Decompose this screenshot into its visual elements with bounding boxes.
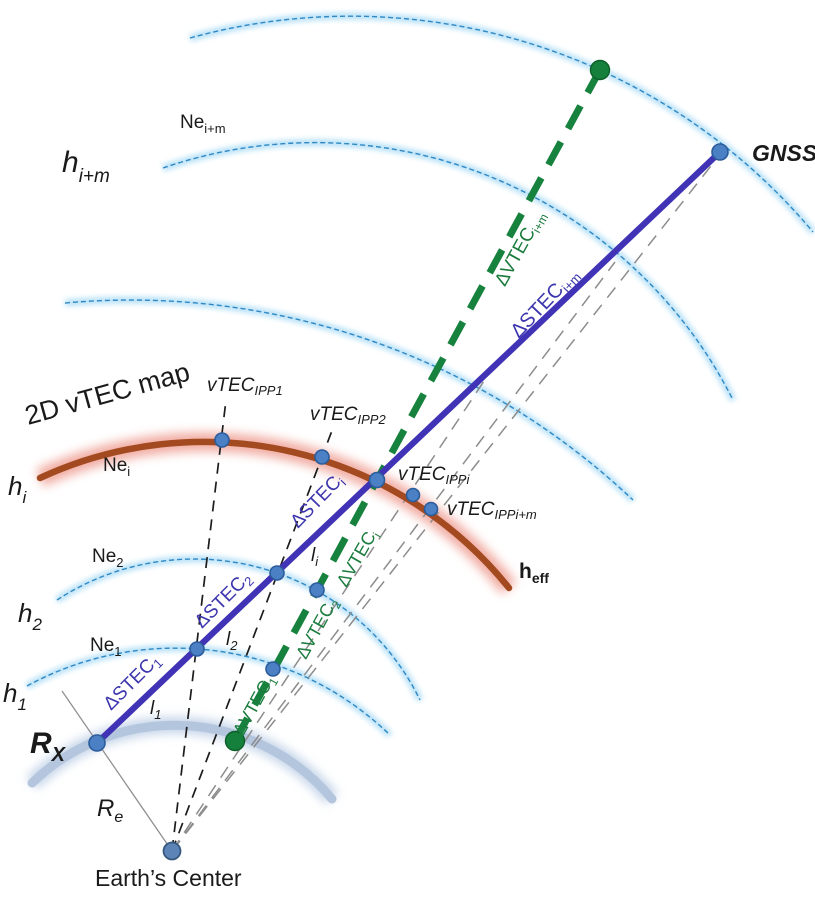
label-dstec-i: ΔSTECi bbox=[286, 470, 349, 534]
radial-lines bbox=[61, 156, 719, 852]
dot-vertical-h2 bbox=[309, 582, 325, 598]
label-vtec-ippi: vTECIPPi bbox=[398, 464, 470, 487]
label-earth-radius: Re bbox=[97, 795, 123, 826]
ionospheric-shell-arcs bbox=[25, 12, 815, 738]
arc-shell-h2 bbox=[56, 558, 421, 701]
dot-vertical-h1 bbox=[265, 661, 281, 677]
arc-shell-h-i-plus-m bbox=[162, 141, 734, 401]
label-ne-1: Ne1 bbox=[90, 635, 122, 659]
label-vtec-ippi-plus-m: vTECIPPi+m bbox=[447, 499, 537, 522]
label-ne-i: Nei bbox=[103, 455, 130, 479]
label-dstec-i-plus-m: ΔSTECi+m bbox=[506, 263, 584, 343]
dot-earth-center bbox=[162, 841, 182, 861]
radial-ippi-line bbox=[171, 374, 489, 852]
arc-shell-h1 bbox=[26, 647, 391, 736]
arc-outer-shell-glow bbox=[189, 12, 815, 235]
label-h-1: h1 bbox=[3, 678, 27, 714]
dot-vertical-top bbox=[589, 59, 611, 81]
earth-radius-line bbox=[61, 690, 173, 852]
intersection-dots bbox=[88, 143, 729, 752]
label-vtec-ipp2: vTECIPP2 bbox=[310, 404, 386, 427]
label-ne-i-plus-m: Nei+m bbox=[180, 112, 226, 136]
dot-slant-map-cross bbox=[368, 471, 386, 489]
earth-surface bbox=[27, 720, 337, 804]
label-h-i-plus-m: hi+m bbox=[62, 146, 110, 187]
dot-vertical-bottom bbox=[224, 730, 246, 752]
radial-ippi-plus-m-line bbox=[171, 261, 616, 852]
earth-surface-arc bbox=[26, 717, 339, 805]
arc-outer-shell bbox=[189, 15, 814, 233]
dot-slant-h2 bbox=[269, 565, 285, 581]
dot-ipp1 bbox=[214, 432, 230, 448]
label-l1: l1 bbox=[150, 698, 161, 722]
label-earth-center: Earth’s Center bbox=[95, 865, 242, 891]
vtec-map-core bbox=[36, 438, 513, 592]
dot-ipp2 bbox=[314, 449, 330, 465]
dot-slant-h1 bbox=[189, 641, 205, 657]
label-vtec-ipp1: vTECIPP1 bbox=[207, 375, 283, 398]
label-ne-2: Ne2 bbox=[92, 546, 124, 570]
arc-shell-h-i-plus-m-glow bbox=[161, 139, 736, 402]
dot-gnss-satellite bbox=[711, 143, 729, 161]
dot-ippi bbox=[405, 487, 421, 503]
label-receiver: RX bbox=[30, 727, 67, 766]
dot-ippi-plus-m bbox=[423, 501, 439, 517]
arc-mid-shell bbox=[64, 299, 634, 501]
label-dvtec-i: ΔVTECi bbox=[332, 526, 383, 592]
label-h-i: hi bbox=[8, 471, 27, 507]
label-gnss: GNSS bbox=[752, 140, 815, 166]
label-h-eff: heff bbox=[519, 560, 549, 586]
label-li: li bbox=[311, 545, 319, 569]
vertical-path-endpoints bbox=[224, 59, 611, 752]
dot-receiver bbox=[88, 734, 106, 752]
label-l2: l2 bbox=[226, 629, 238, 653]
label-h-2: h2 bbox=[18, 598, 42, 634]
vertical-tec-path bbox=[231, 68, 604, 743]
label-2d-vtec-map: 2D vTEC map bbox=[22, 357, 193, 431]
radial-gnss-line bbox=[171, 156, 719, 852]
